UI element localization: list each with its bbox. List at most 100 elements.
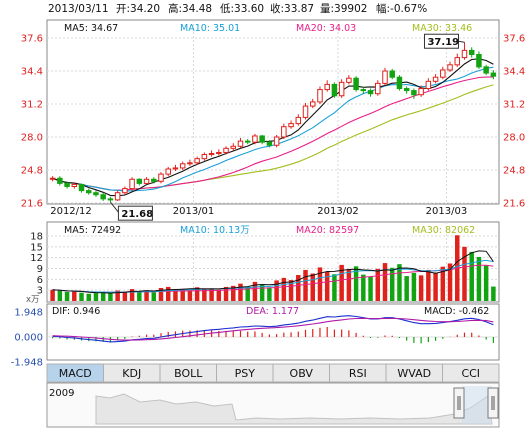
tab-boll-label: BOLL	[174, 367, 203, 380]
volume-bar	[491, 286, 496, 301]
tab-rsi-label: RSI	[349, 367, 367, 380]
candle-body	[252, 135, 258, 143]
price-markers: 37.19 21.68	[110, 33, 465, 221]
macd-dif-line	[52, 315, 494, 343]
candle-body	[432, 76, 439, 82]
candle-body	[86, 190, 92, 194]
header-date: 2013/03/11	[48, 3, 109, 15]
volume-ma10-label: MA10: 10.13万	[180, 225, 250, 236]
volume-bar	[368, 276, 373, 301]
macd-dea-label: DEA: 1.177	[246, 306, 299, 317]
candle-body	[259, 135, 265, 143]
volume-bar	[288, 280, 294, 301]
candle-body	[353, 77, 359, 91]
macd-y-tick: 0.000	[14, 333, 43, 344]
volume-bar	[447, 263, 453, 301]
price-y-tick-left: 34.4	[21, 67, 43, 78]
volume-bar	[324, 271, 330, 301]
header-open: 开:34.20	[116, 3, 160, 15]
candle-body	[129, 178, 135, 190]
header-close: 收:33.87	[270, 2, 314, 15]
candle-body	[331, 83, 338, 97]
low-marker-label: 21.68	[121, 209, 153, 220]
volume-ma-lines	[52, 250, 494, 294]
tab-obv-label: OBV	[290, 367, 314, 380]
price-y-tick-left: 21.6	[21, 199, 43, 210]
volume-grid	[47, 222, 499, 302]
price-y-tick-right: 24.8	[503, 166, 525, 177]
candle-body	[237, 140, 244, 147]
date-x-tick: 2013/03	[426, 206, 468, 217]
price-grid	[47, 20, 499, 204]
macd-dif-label: DIF: 0.946	[52, 306, 100, 317]
candle-body	[208, 153, 215, 156]
volume-bar	[57, 290, 63, 301]
candle-body	[389, 70, 395, 78]
price-y-tick-right: 21.6	[503, 199, 525, 210]
volume-bar	[180, 288, 185, 301]
candle-body	[440, 69, 446, 78]
volume-bar	[100, 292, 106, 301]
volume-bar	[346, 269, 352, 301]
volume-bar	[274, 280, 279, 301]
price-ma10-label: MA10: 35.01	[180, 23, 240, 34]
volume-y-tick: 3	[37, 286, 43, 297]
macd-y-tick: -1.948	[11, 358, 43, 369]
macd-y-tick: 1.948	[14, 308, 43, 319]
volume-bar	[231, 285, 236, 301]
volume-bar	[165, 286, 171, 301]
macd-panel-frame	[46, 303, 500, 361]
tab-psy-label: PSY	[235, 367, 256, 380]
tab-macd-label: MACD	[59, 367, 92, 380]
candle-body	[114, 192, 121, 201]
navigator-left-handle[interactable]	[453, 387, 465, 419]
volume-bar	[194, 287, 200, 301]
candle-body	[411, 90, 417, 96]
candle-body	[367, 90, 374, 95]
candle-body	[483, 66, 489, 74]
candle-body	[223, 147, 229, 153]
volume-bar	[361, 274, 366, 301]
volume-bar	[151, 292, 157, 301]
candle-body	[266, 141, 273, 146]
volume-bar	[137, 291, 142, 301]
candle-body	[382, 70, 388, 84]
header-high: 高:34.48	[168, 2, 212, 15]
indicator-tabs: MACD KDJ BOLL PSY OBV RSI WVAD CCI	[46, 363, 500, 383]
volume-bar	[418, 275, 424, 301]
volume-bar	[259, 284, 265, 301]
volume-ma5-label: MA5: 72492	[64, 225, 121, 236]
volume-bar	[144, 290, 149, 301]
volume-bar	[245, 286, 250, 301]
volume-bar	[397, 264, 402, 301]
candle-body	[338, 81, 345, 97]
volume-bar	[483, 265, 489, 301]
candle-body	[107, 198, 114, 201]
candle-body	[165, 168, 171, 175]
volume-bar	[223, 286, 229, 301]
header-change: 幅:-0.67%	[376, 2, 427, 15]
candle-body	[425, 80, 432, 90]
macd-value-label: MACD: -0.462	[424, 306, 489, 317]
volume-bar	[426, 269, 431, 301]
volume-y-tick: 15	[30, 242, 43, 253]
candle-body	[71, 183, 78, 187]
price-y-tick-left: 28.0	[21, 133, 43, 144]
volume-bar	[64, 291, 70, 301]
header-info: 2013/03/11 开:34.20 高:34.48 低:33.60 收:33.…	[48, 2, 427, 15]
navigator-selection[interactable]	[462, 386, 492, 424]
candle-body	[64, 182, 70, 187]
candle-body	[281, 126, 287, 138]
price-ma-legend: MA5: 34.67 MA10: 35.01 MA20: 34.03 MA30:…	[64, 23, 472, 34]
volume-bar	[382, 263, 388, 301]
candle-body	[375, 82, 381, 95]
candle-body	[273, 136, 280, 146]
candle-body	[396, 76, 403, 90]
volume-bar	[310, 273, 315, 301]
tab-cci[interactable]	[442, 363, 500, 383]
volume-bar	[115, 290, 120, 301]
navigator-right-handle[interactable]	[487, 387, 499, 419]
low-marker-leader	[110, 201, 119, 213]
tab-cci-label: CCI	[461, 367, 480, 380]
